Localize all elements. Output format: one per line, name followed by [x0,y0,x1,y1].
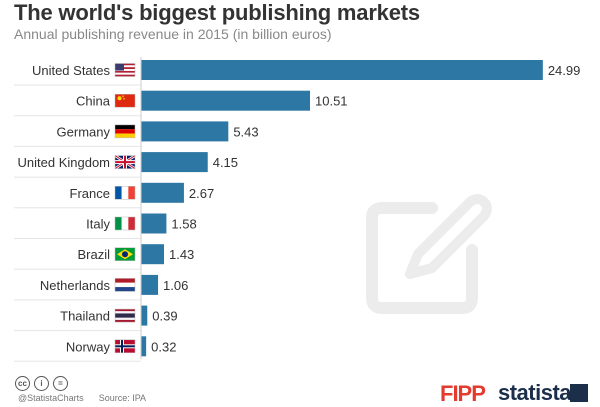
bar [141,152,208,173]
category-label: China [76,94,111,109]
statista-watermark-icon [366,194,492,314]
category-label: Norway [66,339,111,354]
bar [141,182,184,203]
value-label: 1.58 [171,217,196,232]
value-label: 24.99 [548,63,581,78]
statista-logo: statista [498,380,572,405]
fipp-logo: FIPP [440,381,486,406]
nd-icon: = [53,376,68,391]
bar [141,305,148,326]
us-flag-icon [114,63,136,77]
bar [141,121,229,142]
bar [141,336,147,357]
category-label: United Kingdom [18,155,111,170]
value-label: 10.51 [315,94,348,109]
footer-handle: @StatistaCharts [18,393,84,403]
by-icon: i [34,376,49,391]
norway-flag-icon [114,339,136,354]
category-label: France [70,186,110,201]
china-flag-icon [114,93,136,108]
statista-mark-icon [570,384,588,402]
netherlands-flag-icon [114,278,136,292]
brazil-flag-icon [114,247,136,261]
germany-flag-icon [114,124,136,139]
chart-subtitle: Annual publishing revenue in 2015 (in bi… [14,26,332,42]
value-label: 0.39 [152,309,177,324]
value-label: 4.15 [213,155,238,170]
cc-icon: cc [15,376,30,391]
value-label: 0.32 [151,339,176,354]
value-label: 1.43 [169,247,194,262]
value-label: 1.06 [163,278,188,293]
bar [141,60,543,80]
uk-flag-icon [114,154,136,170]
bar [141,213,167,234]
category-label: Germany [57,124,111,139]
italy-flag-icon [114,216,136,231]
bar [141,274,159,295]
thailand-flag-icon [114,308,136,323]
license-icons: cc i = [15,376,68,391]
category-label: Thailand [60,309,110,324]
footer-source: Source: IPA [98,393,147,403]
france-flag-icon [114,186,136,200]
value-label: 2.67 [189,186,214,201]
category-label: Italy [86,217,110,232]
category-label: United States [32,63,111,78]
category-label: Netherlands [40,278,111,293]
value-label: 5.43 [233,124,258,139]
category-label: Brazil [77,247,110,262]
bar [141,244,164,265]
chart-title: The world's biggest publishing markets [14,0,420,25]
footer-text: @StatistaCharts Source: IPA [18,393,146,403]
bar [141,90,311,111]
